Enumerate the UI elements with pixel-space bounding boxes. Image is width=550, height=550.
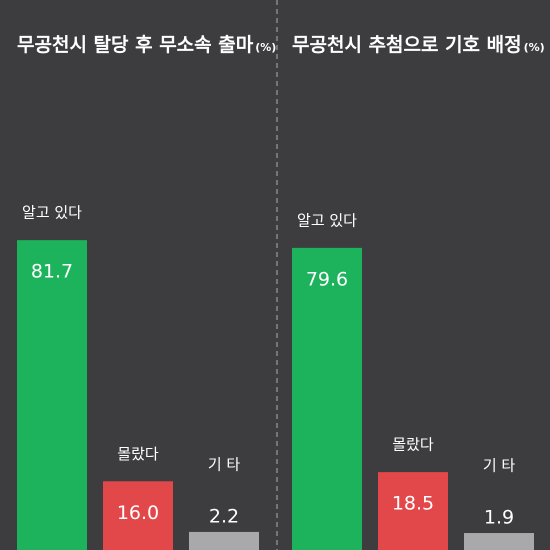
value-label: 81.7 (31, 261, 73, 283)
value-label: 18.5 (392, 493, 434, 515)
bar (464, 533, 534, 550)
category-label: 기 타 (208, 455, 241, 473)
category-label: 몰랐다 (392, 436, 434, 454)
value-label: 2.2 (209, 505, 239, 527)
category-label: 알고 있다 (22, 204, 82, 222)
title-unit: (%) (255, 41, 276, 54)
title-text: 무공천시 추첨으로 기호 배정 (292, 34, 522, 56)
bar (292, 247, 362, 550)
value-label: 79.6 (306, 268, 348, 290)
category-label: 기 타 (483, 457, 516, 475)
category-label: 알고 있다 (297, 211, 357, 229)
bar (378, 472, 448, 550)
category-label: 몰랐다 (117, 445, 159, 463)
title-text: 무공천시 탈당 후 무소속 출마 (17, 34, 254, 56)
bar (189, 531, 259, 550)
value-label: 16.0 (117, 502, 159, 524)
bar (17, 240, 87, 550)
chart-title: 무공천시 탈당 후 무소속 출마 (%) (17, 34, 276, 56)
value-label: 1.9 (484, 507, 514, 529)
bar (103, 481, 173, 550)
chart-title: 무공천시 추첨으로 기호 배정 (%) (292, 34, 545, 56)
title-unit: (%) (524, 41, 545, 54)
